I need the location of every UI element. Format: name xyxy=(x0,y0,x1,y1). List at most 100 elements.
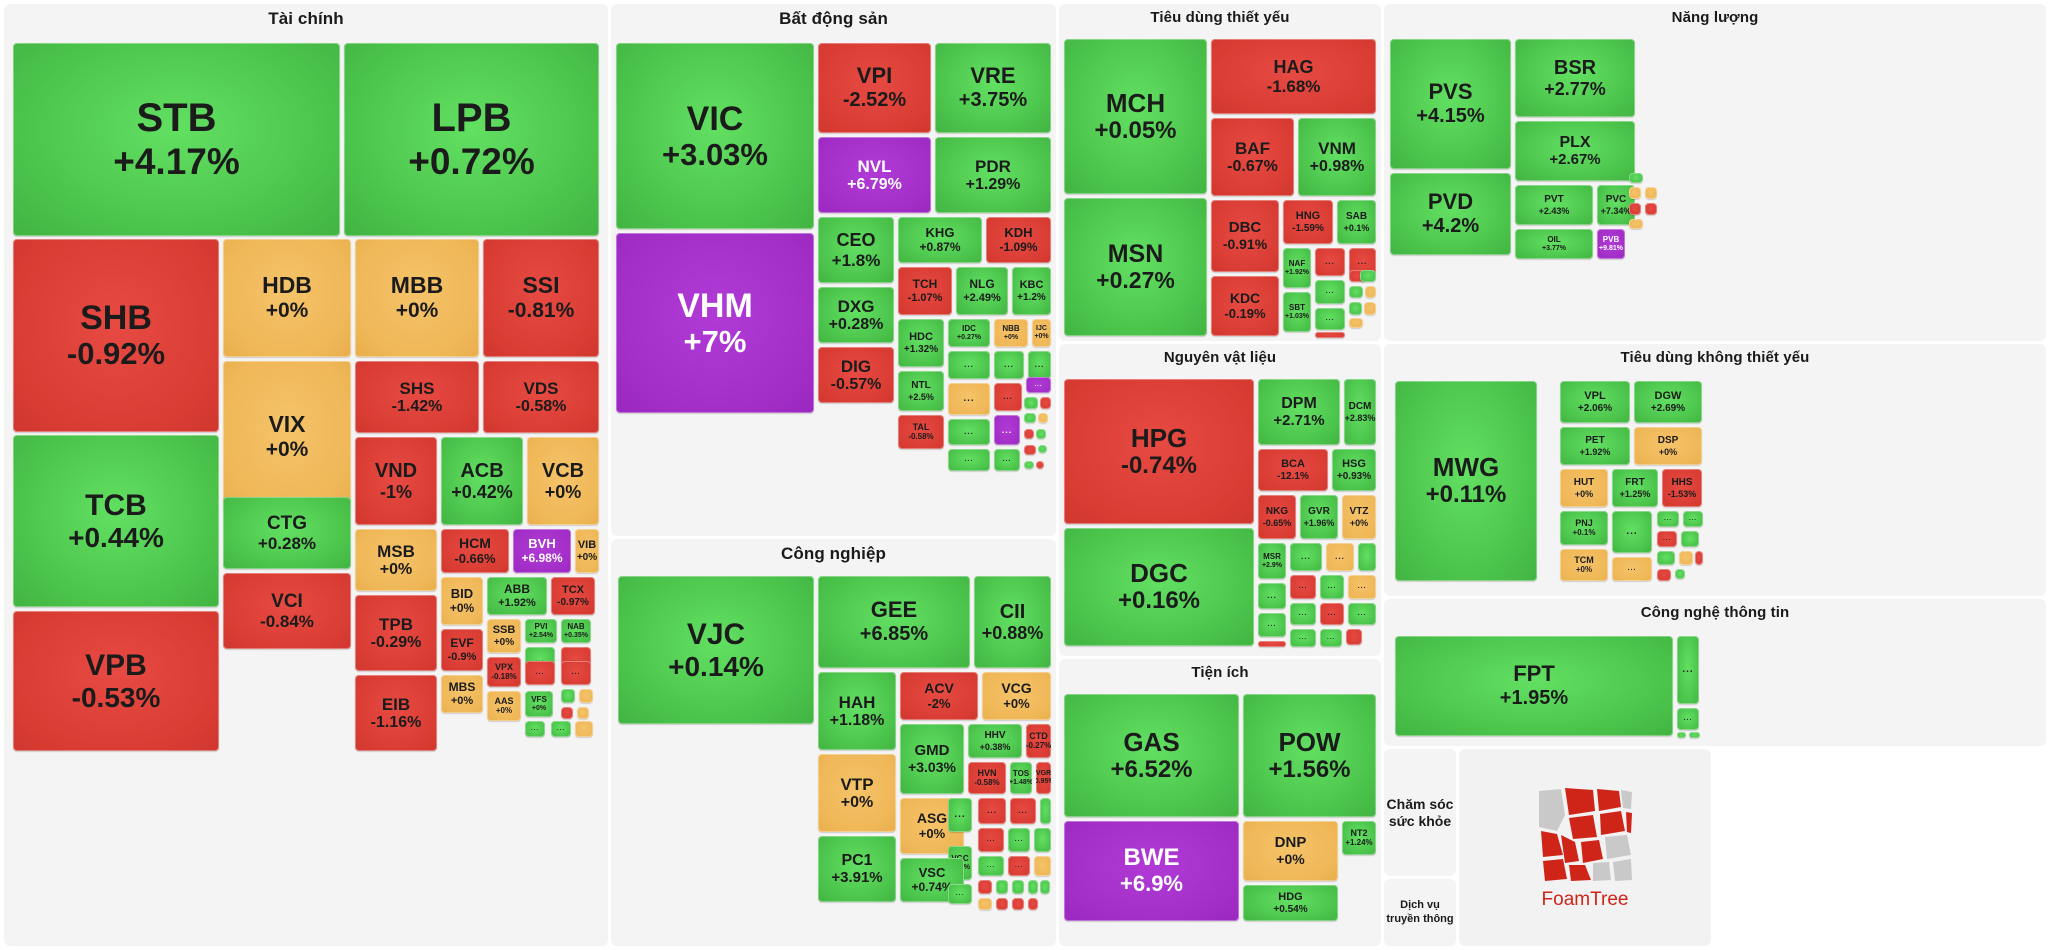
stock-tile-unlabeled[interactable]: ... xyxy=(1612,557,1652,581)
stock-tile-unlabeled[interactable]: ... xyxy=(1677,708,1699,730)
stock-tile-unlabeled[interactable] xyxy=(575,721,593,737)
stock-tile-unlabeled[interactable]: ... xyxy=(1258,613,1286,637)
stock-tile[interactable]: OIL +3.77% xyxy=(1515,229,1593,259)
stock-tile[interactable]: ACB +0.42% xyxy=(441,437,523,525)
stock-tile-unlabeled[interactable]: ... xyxy=(1657,511,1679,527)
stock-tile-unlabeled[interactable] xyxy=(1645,203,1657,215)
sector-group-utilities[interactable]: Tiện ích GAS +6.52% POW +1.56% BWE +6.9% DNP +0%… xyxy=(1060,660,1380,945)
stock-tile[interactable]: TCB +0.44% xyxy=(13,435,219,607)
stock-tile[interactable]: BCA -12.1% xyxy=(1258,449,1328,491)
stock-tile-unlabeled[interactable]: ... xyxy=(1677,636,1699,704)
stock-tile[interactable]: VIC +3.03% xyxy=(616,43,814,229)
stock-tile[interactable]: VTP +0% xyxy=(818,754,896,832)
stock-tile[interactable]: HPG -0.74% xyxy=(1064,379,1254,524)
stock-tile[interactable]: VTZ +0% xyxy=(1342,495,1376,539)
stock-tile-unlabeled[interactable] xyxy=(1657,569,1671,581)
stock-tile[interactable]: VPB -0.53% xyxy=(13,611,219,751)
stock-tile[interactable]: HDC +1.32% xyxy=(898,319,944,367)
stock-tile[interactable]: VND -1% xyxy=(355,437,437,525)
stock-tile[interactable]: BVH +6.98% xyxy=(513,529,571,573)
panel-media[interactable]: Dịch vụ truyền thông xyxy=(1385,880,1455,945)
stock-tile[interactable]: DNP +0% xyxy=(1243,821,1338,881)
stock-tile-unlabeled[interactable] xyxy=(1657,551,1675,565)
stock-tile-unlabeled[interactable]: ... xyxy=(1290,629,1316,647)
stock-tile-unlabeled[interactable] xyxy=(561,707,573,719)
stock-tile-unlabeled[interactable]: ... xyxy=(1290,603,1316,625)
stock-tile[interactable]: VPL +2.06% xyxy=(1560,381,1630,423)
stock-tile-unlabeled[interactable]: ... xyxy=(551,721,571,737)
stock-tile-unlabeled[interactable] xyxy=(996,898,1008,910)
stock-tile-unlabeled[interactable] xyxy=(1346,629,1362,645)
stock-tile-unlabeled[interactable] xyxy=(1024,461,1034,469)
stock-tile-unlabeled[interactable] xyxy=(1258,641,1286,647)
stock-tile[interactable]: NAF +1.92% xyxy=(1283,248,1311,288)
stock-tile[interactable]: SSB +0% xyxy=(487,619,521,653)
stock-tile-unlabeled[interactable] xyxy=(579,689,593,703)
stock-tile[interactable]: KDH -1.09% xyxy=(986,217,1051,263)
stock-tile-unlabeled[interactable]: ... xyxy=(1320,603,1344,625)
stock-tile-unlabeled[interactable]: ... xyxy=(1612,511,1652,553)
stock-tile[interactable]: VIB +0% xyxy=(575,529,599,573)
stock-tile[interactable]: MWG +0.11% xyxy=(1395,381,1537,581)
stock-tile[interactable]: NBB +0% xyxy=(994,319,1028,347)
stock-tile-unlabeled[interactable] xyxy=(1349,318,1363,328)
stock-tile-unlabeled[interactable] xyxy=(1012,880,1024,894)
stock-tile-unlabeled[interactable]: ... xyxy=(1010,798,1036,824)
stock-tile-unlabeled[interactable] xyxy=(1681,531,1699,547)
stock-tile-unlabeled[interactable] xyxy=(996,880,1008,894)
stock-tile-unlabeled[interactable] xyxy=(1349,302,1362,315)
stock-tile-unlabeled[interactable] xyxy=(978,898,992,910)
stock-tile-unlabeled[interactable]: ... xyxy=(948,351,990,379)
stock-tile[interactable]: PVI +2.54% xyxy=(525,619,557,643)
stock-tile[interactable]: VJC +0.14% xyxy=(618,576,814,724)
stock-tile-unlabeled[interactable]: ... xyxy=(978,798,1006,824)
stock-tile-unlabeled[interactable] xyxy=(1360,270,1376,282)
stock-tile[interactable]: SSI -0.81% xyxy=(483,239,599,357)
stock-tile[interactable]: VFS +0% xyxy=(525,691,553,717)
stock-tile[interactable]: FRT +1.25% xyxy=(1612,469,1658,507)
stock-tile[interactable]: HCM -0.66% xyxy=(441,529,509,573)
stock-tile-unlabeled[interactable]: ... xyxy=(1320,575,1344,599)
stock-tile[interactable]: CEO +1.8% xyxy=(818,217,894,283)
sector-group-staples[interactable]: Tiêu dùng thiết yếu MCH +0.05% HAG -1.68% BAF… xyxy=(1060,5,1380,340)
stock-tile-unlabeled[interactable]: ... xyxy=(978,828,1004,852)
sector-group-energy[interactable]: Năng lượng PVS +4.15% BSR +2.77% PLX +2.67% PVD… xyxy=(1385,5,2045,340)
stock-tile[interactable]: SHS -1.42% xyxy=(355,361,479,433)
stock-tile-unlabeled[interactable]: ... xyxy=(1028,351,1051,379)
stock-tile-unlabeled[interactable]: ... xyxy=(1315,280,1345,304)
stock-tile[interactable]: GMD +3.03% xyxy=(900,724,964,794)
stock-tile[interactable]: DBC -0.91% xyxy=(1211,200,1279,272)
stock-tile-unlabeled[interactable] xyxy=(1358,543,1376,571)
stock-tile-unlabeled[interactable]: ... xyxy=(525,661,555,685)
stock-tile[interactable]: HHS -1.53% xyxy=(1662,469,1702,507)
stock-tile[interactable]: DGW +2.69% xyxy=(1634,381,1702,423)
stock-tile[interactable]: TPB -0.29% xyxy=(355,595,437,671)
stock-tile[interactable]: CII +0.88% xyxy=(974,576,1051,668)
stock-tile-unlabeled[interactable] xyxy=(1689,732,1700,738)
stock-tile-unlabeled[interactable]: ... xyxy=(1320,629,1342,647)
stock-tile-unlabeled[interactable] xyxy=(561,689,575,703)
stock-tile[interactable]: ABB +1.92% xyxy=(487,577,547,615)
stock-tile-unlabeled[interactable] xyxy=(1024,413,1036,423)
stock-tile[interactable]: PVB +9.81% xyxy=(1597,229,1625,259)
stock-tile[interactable]: IJC +0% xyxy=(1032,319,1051,347)
sector-group-it[interactable]: Công nghệ thông tin FPT +1.95%...... xyxy=(1385,600,2045,745)
stock-tile[interactable]: VIX +0% xyxy=(223,361,351,513)
stock-tile[interactable]: NT2 +1.24% xyxy=(1342,821,1376,855)
stock-tile[interactable]: EIB -1.16% xyxy=(355,675,437,751)
stock-tile[interactable]: HUT +0% xyxy=(1560,469,1608,507)
stock-tile-unlabeled[interactable]: ... xyxy=(1290,575,1316,599)
stock-tile[interactable]: MSR +2.9% xyxy=(1258,543,1286,579)
stock-tile[interactable]: AAS +0% xyxy=(487,691,521,721)
stock-tile[interactable]: HSG +0.93% xyxy=(1332,449,1376,491)
stock-tile-unlabeled[interactable]: ... xyxy=(1315,248,1345,276)
stock-tile[interactable]: GVR +1.96% xyxy=(1300,495,1338,539)
stock-tile[interactable]: VCB +0% xyxy=(527,437,599,525)
stock-tile-unlabeled[interactable]: ... xyxy=(1290,543,1322,571)
stock-tile[interactable]: GEE +6.85% xyxy=(818,576,970,668)
sector-group-financials[interactable]: Tài chính STB +4.17% LPB +0.72% SHB -0.92% HDB +… xyxy=(5,5,607,945)
stock-tile[interactable]: VPX -0.18% xyxy=(487,657,521,687)
stock-tile-unlabeled[interactable] xyxy=(1034,828,1051,852)
stock-tile-unlabeled[interactable] xyxy=(577,707,589,719)
stock-tile[interactable]: DIG -0.57% xyxy=(818,347,894,403)
